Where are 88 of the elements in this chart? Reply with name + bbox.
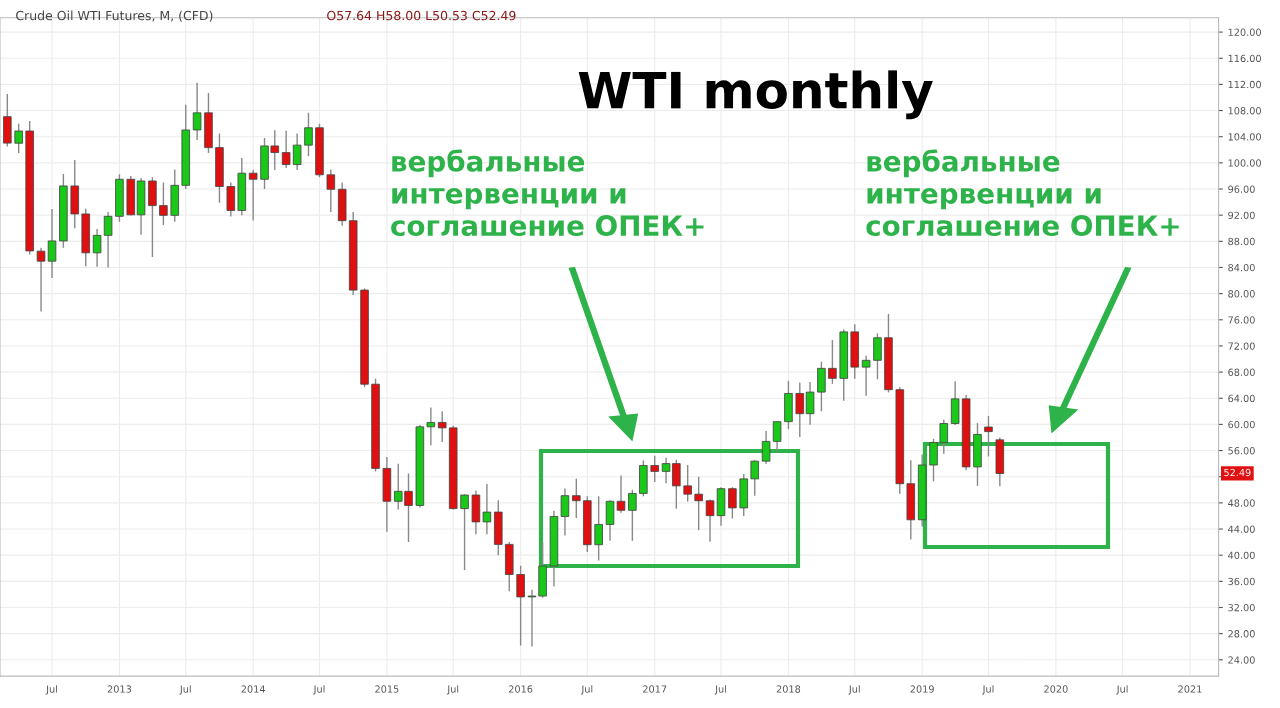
- candlestick: [628, 489, 637, 542]
- x-tick-label: Jul: [714, 685, 726, 695]
- x-tick-label: Jul: [982, 685, 994, 695]
- y-tick-label: 72.00: [1228, 342, 1255, 350]
- candlestick: [694, 476, 703, 532]
- text: 52.49: [1224, 468, 1251, 477]
- candlestick: [817, 360, 826, 413]
- y-tick-label: 36.00: [1228, 577, 1255, 586]
- candlestick: [92, 228, 102, 268]
- x-tick-label: Jul: [313, 685, 325, 695]
- y-tick-label: 76.00: [1228, 316, 1255, 324]
- x-tick-label: 2016: [508, 685, 533, 693]
- candlestick: [728, 486, 737, 520]
- candlestick: [460, 493, 469, 571]
- candlestick: [572, 477, 581, 519]
- candlestick: [527, 589, 537, 648]
- x-tick-label: 2014: [241, 685, 265, 693]
- annotation: вербальные интервенции и соглашение ОПЕК+: [866, 149, 1179, 237]
- y-tick-label: 40.00: [1228, 551, 1255, 560]
- x-tick-label: 2018: [776, 685, 801, 693]
- candlestick: [482, 483, 492, 535]
- x-tick-label: 2017: [643, 685, 667, 693]
- candlestick: [795, 381, 805, 438]
- y-tick-label: 48.00: [1228, 499, 1255, 507]
- y-tick-label: 56.00: [1228, 447, 1255, 455]
- candlestick: [683, 464, 692, 503]
- y-tick-label: 84.00: [1228, 263, 1255, 272]
- candlestick: [14, 122, 23, 154]
- x-tick-label: 2015: [375, 685, 399, 693]
- x-tick-label: Jul: [45, 685, 57, 695]
- y-tick-label: 68.00: [1228, 368, 1255, 376]
- candlestick: [650, 455, 659, 483]
- y-tick-label: 104.00: [1228, 133, 1261, 141]
- y-tick-label: 92.00: [1228, 211, 1255, 219]
- y-tick-label: 28.00: [1228, 630, 1255, 638]
- y-tick-label: 100.00: [1228, 159, 1261, 167]
- x-tick-label: Jul: [580, 685, 593, 695]
- candlestick: [616, 474, 626, 514]
- x-tick-label: Jul: [179, 685, 191, 695]
- y-tick-label: 64.00: [1228, 394, 1255, 403]
- candlestick: [873, 332, 882, 380]
- y-tick-label: 32.00: [1228, 603, 1255, 612]
- candlestick: [281, 130, 291, 169]
- y-tick-label: 80.00: [1228, 290, 1255, 298]
- candlestick: [828, 339, 837, 385]
- candlestick: [594, 495, 603, 562]
- y-tick-label: 44.00: [1228, 525, 1255, 533]
- y-tick-label: 88.00: [1228, 237, 1255, 246]
- candlestick: [103, 211, 113, 269]
- candlestick: [192, 82, 202, 141]
- candlestick: [226, 181, 236, 218]
- candlestick: [705, 498, 715, 543]
- x-tick-label: 2013: [107, 685, 132, 693]
- x-tick-label: Jul: [848, 685, 860, 695]
- candlestick: [326, 168, 336, 213]
- candlestick: [772, 420, 782, 453]
- candlestick: [761, 430, 771, 465]
- annotation: вербальные интервенции и соглашение ОПЕК+: [391, 149, 704, 237]
- candlestick: [159, 181, 168, 226]
- y-tick-label: 108.00: [1228, 107, 1261, 115]
- chart-subtitle: O57.64 H58.00 L50.53 C52.49: [327, 10, 516, 21]
- x-tick-label: Jul: [446, 685, 459, 695]
- x-tick-label: 2021: [1178, 685, 1202, 693]
- candlestick: [861, 355, 871, 397]
- candlestick: [516, 564, 525, 647]
- candlestick: [47, 208, 57, 279]
- candlestick: [304, 111, 313, 158]
- candlestick: [984, 415, 993, 458]
- candlestick: [605, 499, 615, 542]
- y-tick-label: 120.00: [1228, 28, 1261, 36]
- y-tick-label: 60.00: [1228, 420, 1255, 429]
- candlestick: [750, 459, 759, 497]
- chart-title: Crude Oil WTI Futures, M, (CFD): [16, 10, 213, 22]
- candlestick: [560, 487, 570, 537]
- candlestick: [292, 132, 302, 171]
- candlestick: [426, 406, 436, 447]
- candlestick: [36, 247, 46, 313]
- candlestick: [805, 381, 815, 426]
- y-tick-label: 96.00: [1228, 185, 1255, 193]
- y-tick-label: 24.00: [1228, 656, 1255, 664]
- x-tick-label: 2019: [910, 685, 934, 693]
- y-tick-label: 116.00: [1228, 54, 1261, 63]
- candlestick: [437, 410, 447, 443]
- y-tick-label: 112.00: [1228, 80, 1261, 89]
- candlestick: [248, 169, 258, 222]
- x-tick-label: Jul: [1116, 685, 1128, 695]
- annotation: WTI monthly: [578, 70, 933, 120]
- x-tick-label: 2020: [1044, 685, 1068, 693]
